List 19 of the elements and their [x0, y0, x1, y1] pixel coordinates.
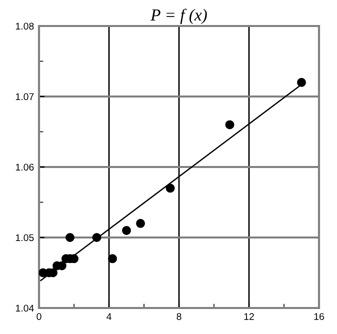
- y-tick-label: 1.05: [16, 234, 34, 242]
- y-tick-label: 1.04: [16, 304, 34, 312]
- x-tick-label: 16: [314, 313, 324, 320]
- point: [122, 226, 131, 235]
- x-tick-label: 8: [176, 313, 182, 320]
- chart-title: P = f (x): [150, 8, 207, 24]
- x-tick-label: 4: [106, 313, 112, 320]
- point: [108, 254, 117, 264]
- x-tick-label: 12: [244, 313, 254, 320]
- point: [92, 233, 102, 242]
- point: [166, 184, 175, 193]
- y-tick-label: 1.07: [16, 93, 34, 100]
- point: [297, 78, 306, 87]
- point: [136, 218, 145, 228]
- y-tick-label: 1.08: [16, 22, 34, 30]
- point: [65, 233, 74, 242]
- y-tick-label: 1.06: [16, 164, 34, 171]
- point: [225, 120, 234, 130]
- x-tick-label: 0: [36, 313, 42, 320]
